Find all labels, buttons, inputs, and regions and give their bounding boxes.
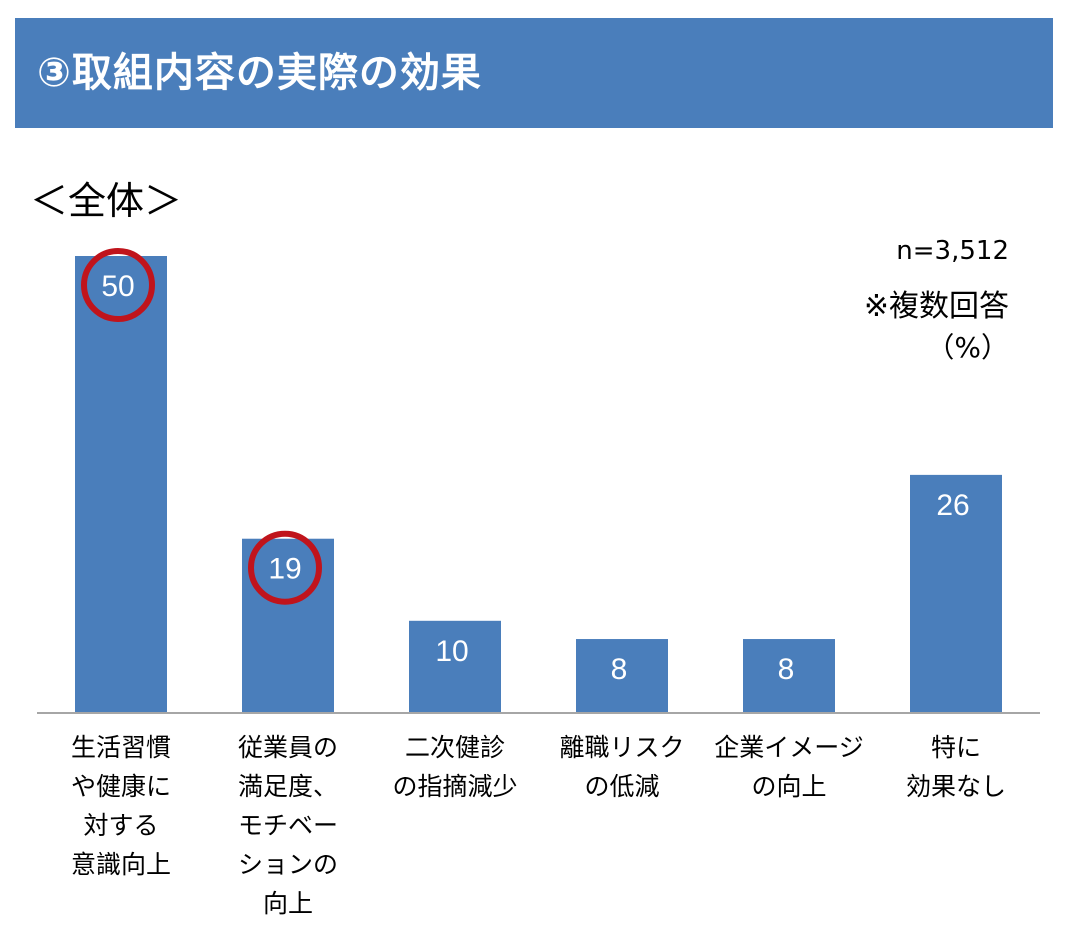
category-label-line: 従業員の <box>237 733 338 762</box>
bar-4 <box>743 639 835 712</box>
category-label-line: 向上 <box>262 889 313 918</box>
value-label-1: 19 <box>268 553 301 586</box>
sample-size-note: n=3,512 <box>896 236 1009 266</box>
category-label-line: 意識向上 <box>70 850 171 879</box>
category-label-line: 二次健診 <box>404 733 505 762</box>
category-label-line: 生活習慣 <box>70 733 171 762</box>
category-label-line: ションの <box>237 850 338 879</box>
value-label-0: 50 <box>101 270 134 303</box>
highlight-circle-1 <box>248 530 322 605</box>
category-label-line: 効果なし <box>905 772 1006 801</box>
highlight-circle-0 <box>81 248 155 322</box>
category-label-2: 二次健診 の指摘減少 <box>371 728 539 806</box>
category-label-4: 企業イメージ の向上 <box>705 728 873 806</box>
page-title: ③取組内容の実際の効果 <box>37 50 482 96</box>
chart-subtitle: ＜全体＞ <box>30 179 183 223</box>
value-label-5: 26 <box>936 489 969 522</box>
category-label-0: 生活習慣や健康に対する意識向上 <box>37 728 205 884</box>
bar-0 <box>75 256 167 712</box>
value-label-3: 8 <box>611 653 628 686</box>
unit-note: （%） <box>926 331 1009 364</box>
bar-5 <box>910 474 1002 712</box>
multiple-answer-note: ※複数回答 <box>863 289 1009 324</box>
value-label-2: 10 <box>435 635 468 668</box>
category-label-1: 従業員の満足度、モチベーションの向上 <box>204 728 372 923</box>
category-label-line: 対する <box>83 811 159 840</box>
category-label-5: 特に 効果なし <box>872 728 1040 806</box>
category-label-line: 満足度、 <box>237 772 338 801</box>
category-label-line: 企業イメージ <box>714 733 864 762</box>
category-label-line: や健康に <box>70 772 171 801</box>
category-label-line: モチベー <box>237 811 338 840</box>
bar-2 <box>409 620 501 712</box>
bar-3 <box>576 639 668 712</box>
category-label-3: 離職リスク の低減 <box>538 728 706 806</box>
category-label-line: の向上 <box>751 772 827 801</box>
category-label-line: の指摘減少 <box>392 772 518 801</box>
category-label-line: の低減 <box>584 772 660 801</box>
title-banner: ③取組内容の実際の効果 <box>15 18 1053 128</box>
category-label-line: 離職リスク <box>559 733 685 762</box>
category-label-line: 特に <box>930 733 981 762</box>
value-label-4: 8 <box>778 653 795 686</box>
